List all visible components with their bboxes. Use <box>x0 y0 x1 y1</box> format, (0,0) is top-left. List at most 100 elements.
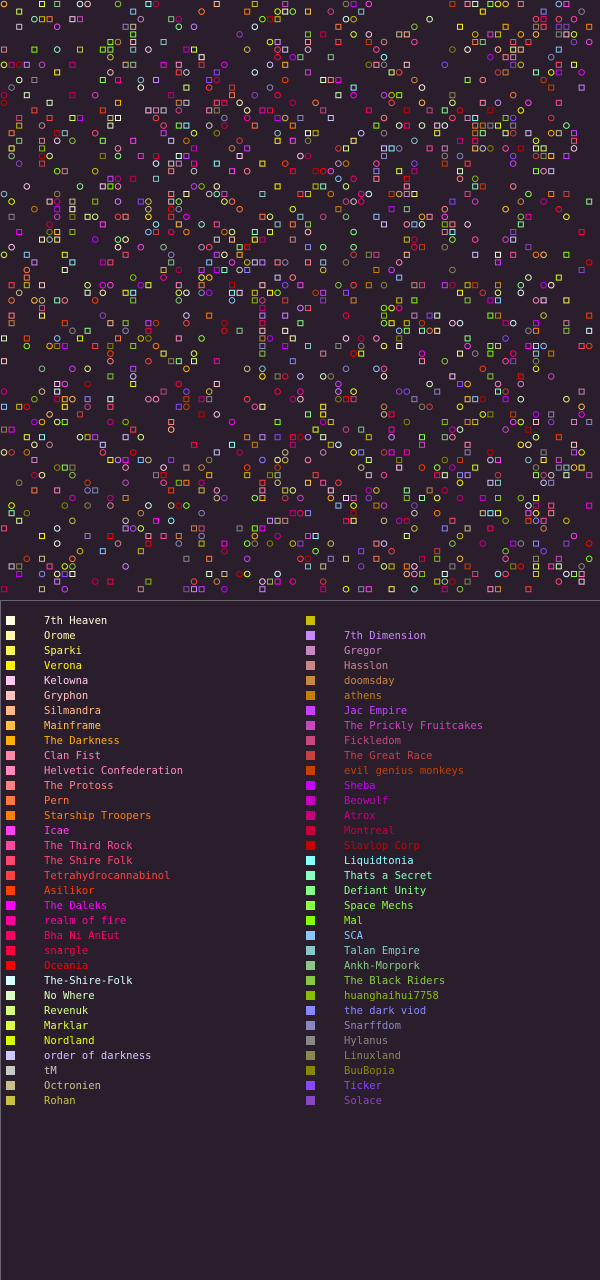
planet-marker[interactable] <box>464 525 471 532</box>
star-marker[interactable] <box>350 31 357 38</box>
planet-marker[interactable] <box>479 130 486 137</box>
planet-marker[interactable] <box>160 388 167 395</box>
star-marker[interactable] <box>23 509 31 517</box>
planet-marker[interactable] <box>274 578 281 585</box>
planet-marker[interactable] <box>99 221 106 228</box>
star-marker[interactable] <box>84 380 91 388</box>
planet-marker[interactable] <box>411 312 418 319</box>
star-marker[interactable] <box>449 464 456 471</box>
planet-marker[interactable] <box>198 61 205 68</box>
star-marker[interactable] <box>107 357 114 365</box>
planet-marker[interactable] <box>320 183 327 190</box>
star-marker[interactable] <box>365 190 373 198</box>
planet-marker[interactable] <box>282 8 289 15</box>
star-marker[interactable] <box>449 266 456 274</box>
planet-marker[interactable] <box>107 403 114 410</box>
star-marker[interactable] <box>547 53 555 61</box>
star-marker[interactable] <box>509 114 517 122</box>
star-marker[interactable] <box>274 479 281 487</box>
planet-marker[interactable] <box>472 122 479 129</box>
planet-marker[interactable] <box>525 510 532 517</box>
planet-marker[interactable] <box>267 472 273 479</box>
planet-marker[interactable] <box>479 495 486 501</box>
planet-marker[interactable] <box>297 54 304 61</box>
star-marker[interactable] <box>327 373 335 380</box>
star-marker[interactable] <box>266 84 274 91</box>
planet-marker[interactable] <box>84 289 91 296</box>
planet-marker[interactable] <box>495 388 501 395</box>
star-marker[interactable] <box>304 137 312 145</box>
planet-marker[interactable] <box>555 31 562 38</box>
planet-marker[interactable] <box>236 327 243 334</box>
star-marker[interactable] <box>281 494 289 502</box>
star-marker[interactable] <box>137 525 145 532</box>
planet-marker[interactable] <box>464 396 471 403</box>
planet-marker[interactable] <box>434 327 441 334</box>
star-marker[interactable] <box>479 395 487 403</box>
star-marker[interactable] <box>380 411 388 418</box>
star-marker[interactable] <box>46 411 53 418</box>
planet-marker[interactable] <box>61 130 68 137</box>
planet-marker[interactable] <box>99 46 106 53</box>
planet-marker[interactable] <box>343 495 349 501</box>
planet-marker[interactable] <box>365 282 372 289</box>
star-marker[interactable] <box>380 502 388 509</box>
star-marker[interactable] <box>471 350 479 357</box>
star-marker[interactable] <box>243 365 251 373</box>
planet-marker[interactable] <box>312 168 319 175</box>
planet-marker[interactable] <box>191 441 197 448</box>
star-marker[interactable] <box>76 433 84 441</box>
star-marker[interactable] <box>532 15 540 23</box>
planet-marker[interactable] <box>54 388 61 395</box>
planet-marker[interactable] <box>297 213 304 220</box>
planet-marker[interactable] <box>251 525 258 532</box>
planet-marker[interactable] <box>145 533 152 539</box>
planet-marker[interactable] <box>175 479 182 486</box>
planet-marker[interactable] <box>449 563 456 570</box>
planet-marker[interactable] <box>213 160 220 167</box>
planet-marker[interactable] <box>191 160 197 167</box>
planet-marker[interactable] <box>175 358 182 365</box>
star-marker[interactable] <box>578 411 585 418</box>
planet-marker[interactable] <box>130 175 137 182</box>
star-marker[interactable] <box>213 494 221 502</box>
star-marker[interactable] <box>327 8 335 15</box>
planet-marker[interactable] <box>563 327 570 334</box>
planet-marker[interactable] <box>586 419 593 425</box>
planet-marker[interactable] <box>403 517 410 524</box>
planet-marker[interactable] <box>153 472 159 479</box>
star-marker[interactable] <box>319 167 327 175</box>
planet-marker[interactable] <box>426 107 433 114</box>
star-marker[interactable] <box>373 487 380 494</box>
star-marker[interactable] <box>0 61 8 69</box>
planet-marker[interactable] <box>495 312 501 319</box>
star-marker[interactable] <box>449 426 456 433</box>
star-marker[interactable] <box>441 243 449 251</box>
star-marker[interactable] <box>190 167 198 175</box>
star-marker[interactable] <box>190 23 198 31</box>
star-marker[interactable] <box>578 563 585 570</box>
star-marker[interactable] <box>479 76 487 84</box>
planet-marker[interactable] <box>548 168 555 175</box>
planet-marker[interactable] <box>175 61 182 68</box>
planet-marker[interactable] <box>388 69 395 76</box>
star-marker[interactable] <box>388 433 395 441</box>
star-marker[interactable] <box>38 418 46 426</box>
star-marker[interactable] <box>228 198 236 205</box>
star-marker[interactable] <box>342 585 350 593</box>
star-marker[interactable] <box>563 122 570 129</box>
star-marker[interactable] <box>502 335 509 342</box>
star-marker[interactable] <box>183 312 190 319</box>
star-marker[interactable] <box>312 289 319 297</box>
star-marker[interactable] <box>441 205 449 213</box>
star-marker[interactable] <box>23 449 31 456</box>
star-marker[interactable] <box>335 388 342 395</box>
planet-marker[interactable] <box>274 472 281 479</box>
star-marker[interactable] <box>107 281 114 289</box>
planet-marker[interactable] <box>517 46 524 53</box>
planet-marker[interactable] <box>555 457 562 463</box>
star-marker[interactable] <box>585 259 593 266</box>
planet-marker[interactable] <box>251 441 258 448</box>
star-marker[interactable] <box>91 297 99 304</box>
planet-marker[interactable] <box>206 472 213 479</box>
